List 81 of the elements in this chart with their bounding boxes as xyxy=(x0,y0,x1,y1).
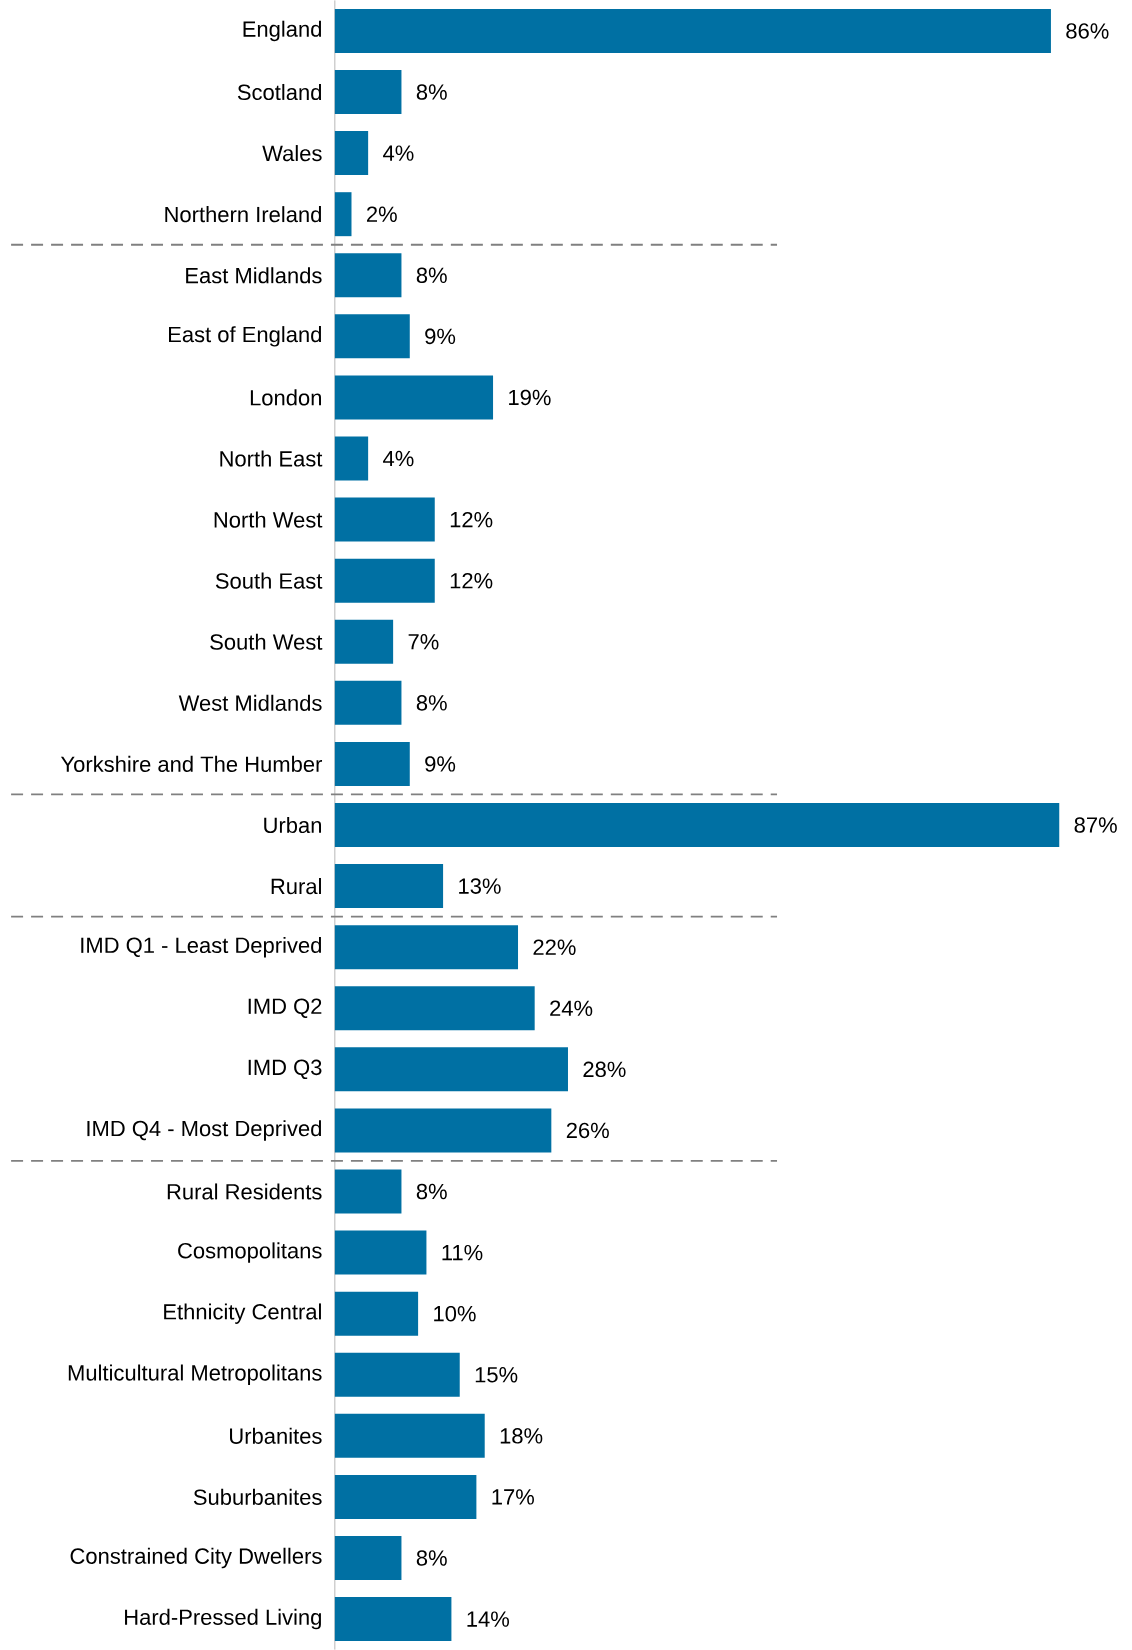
data-label: 12% xyxy=(450,572,493,589)
data-label: 12% xyxy=(450,511,493,528)
y-tick-label: East of England xyxy=(169,326,322,347)
y-tick-label: Yorkshire and The Humber xyxy=(61,755,323,772)
bar xyxy=(335,253,402,298)
data-label: 9% xyxy=(425,328,456,345)
data-label: 13% xyxy=(459,878,501,894)
data-label: 8% xyxy=(416,1183,447,1200)
y-tick-label: Ethnicity Central xyxy=(164,1303,322,1324)
y-tick-label: England xyxy=(243,20,322,42)
data-label: 8% xyxy=(416,84,447,100)
bar xyxy=(335,1352,460,1397)
bar xyxy=(335,70,402,115)
bar xyxy=(335,986,535,1031)
bar xyxy=(335,1597,452,1642)
y-tick-label: Multicultural Metropolitans xyxy=(69,1364,322,1385)
data-label: 2% xyxy=(367,206,398,222)
data-label: 8% xyxy=(416,267,447,284)
y-tick-label: Hard-Pressed Living xyxy=(125,1608,322,1630)
bar xyxy=(335,864,444,909)
data-label: 8% xyxy=(416,695,447,711)
data-label: 86% xyxy=(1066,23,1109,39)
bar xyxy=(335,314,410,359)
bar xyxy=(335,1291,419,1336)
y-tick-label: Urbanites xyxy=(230,1427,322,1444)
y-tick-label: IMD Q3 xyxy=(248,1059,322,1080)
bar xyxy=(335,497,435,542)
bar xyxy=(335,1169,402,1214)
data-label: 15% xyxy=(475,1367,518,1383)
bar xyxy=(335,1230,427,1275)
y-tick-label: Wales xyxy=(262,145,322,162)
y-tick-label: Rural xyxy=(271,878,322,895)
bar xyxy=(335,680,402,725)
data-label: 11% xyxy=(442,1244,483,1261)
y-tick-label: Cosmopolitans xyxy=(178,1242,322,1263)
bar xyxy=(335,192,352,237)
y-tick-label: Urban xyxy=(264,816,322,834)
bar xyxy=(335,436,369,481)
data-label: 14% xyxy=(467,1611,510,1627)
y-tick-label: South East xyxy=(216,572,323,589)
data-label: 28% xyxy=(583,1061,626,1078)
y-tick-label: South West xyxy=(210,633,323,650)
y-tick-label: North East xyxy=(220,450,323,467)
data-label: 26% xyxy=(566,1122,610,1139)
y-tick-label: IMD Q1 - Least Deprived xyxy=(81,936,322,958)
data-label: 8% xyxy=(416,1550,447,1566)
data-label: 4% xyxy=(383,450,414,467)
bar xyxy=(335,619,394,664)
bar xyxy=(335,1536,402,1580)
data-label: 19% xyxy=(509,389,551,406)
data-label: 18% xyxy=(500,1428,543,1444)
y-tick-label: North West xyxy=(214,511,323,528)
data-label: 24% xyxy=(550,1000,593,1016)
bar xyxy=(335,925,519,970)
data-label: 4% xyxy=(383,145,414,161)
data-label: 10% xyxy=(434,1305,476,1322)
bar xyxy=(335,803,1060,847)
y-tick-label: Suburbanites xyxy=(194,1488,322,1505)
bar xyxy=(335,8,1052,53)
bar xyxy=(335,1047,569,1092)
y-tick-label: London xyxy=(251,389,322,406)
y-tick-label: IMD Q4 - Most Deprived xyxy=(87,1120,322,1141)
bar xyxy=(335,1413,485,1458)
y-tick-label: Scotland xyxy=(238,83,322,101)
y-tick-label: East Midlands xyxy=(186,267,322,284)
data-label: 22% xyxy=(533,939,576,955)
y-tick-label: Rural Residents xyxy=(168,1183,322,1200)
data-label: 17% xyxy=(492,1489,535,1505)
y-tick-label: IMD Q2 xyxy=(248,998,322,1018)
y-tick-label: West Midlands xyxy=(178,694,322,711)
bar xyxy=(335,375,494,420)
data-label: 87% xyxy=(1074,817,1118,833)
bar xyxy=(335,741,410,786)
y-tick-label: Northern Ireland xyxy=(165,206,322,223)
bar xyxy=(335,558,435,603)
bar xyxy=(335,131,369,176)
data-label: 9% xyxy=(425,756,456,772)
bar xyxy=(335,1108,552,1153)
data-label: 7% xyxy=(408,634,439,650)
bar xyxy=(335,1474,477,1519)
y-tick-label: Constrained City Dwellers xyxy=(70,1547,322,1569)
